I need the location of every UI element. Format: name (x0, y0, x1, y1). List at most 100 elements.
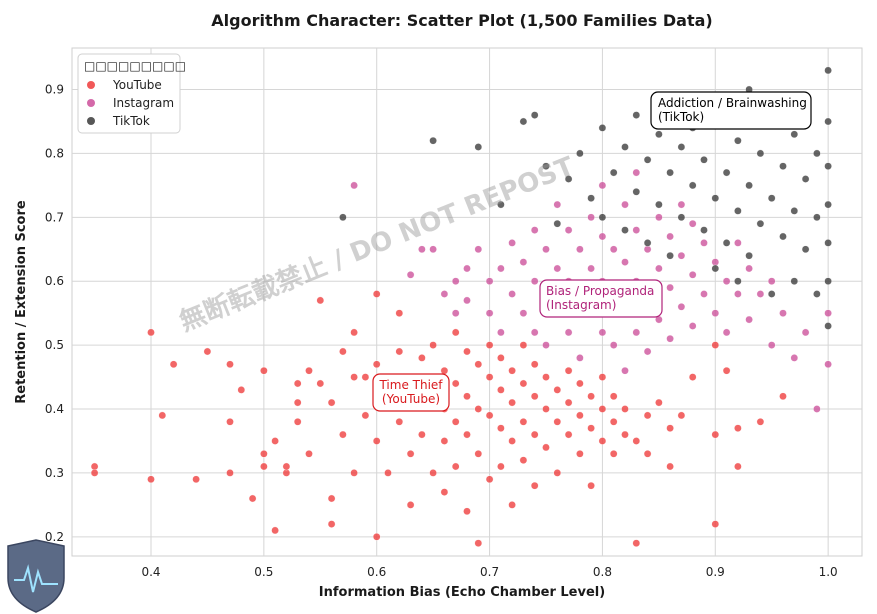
data-point-youtube (463, 430, 471, 439)
legend-marker-instagram (87, 99, 95, 107)
legend: □□□□□□□□□ YouTube Instagram TikTok (77, 53, 186, 134)
data-point-instagram (688, 270, 697, 279)
data-point-instagram (564, 328, 573, 337)
data-point-youtube (722, 366, 731, 375)
legend-marker-tiktok (87, 117, 95, 125)
data-point-tiktok (632, 111, 641, 119)
data-point-youtube (327, 520, 336, 528)
data-point-instagram (429, 245, 437, 254)
data-point-instagram (530, 226, 539, 234)
data-point-youtube (260, 449, 268, 458)
data-point-youtube (609, 449, 618, 458)
data-point-youtube (655, 398, 663, 407)
annotation-tiktok-line1: Addiction / Brainwashing (658, 96, 807, 110)
y-tick-label: 0.9 (45, 83, 64, 97)
data-point-tiktok (824, 277, 832, 286)
data-point-youtube (677, 411, 686, 420)
data-point-tiktok (643, 239, 652, 247)
data-point-tiktok (813, 213, 821, 222)
y-tick-label: 0.4 (45, 402, 64, 416)
data-point-youtube (282, 462, 291, 471)
x-tick-label: 1.0 (819, 565, 838, 579)
data-point-youtube (440, 437, 449, 445)
data-point-instagram (700, 290, 708, 298)
data-point-tiktok (655, 130, 663, 139)
data-point-youtube (350, 328, 358, 337)
data-point-youtube (519, 456, 528, 465)
data-point-instagram (497, 264, 505, 273)
data-point-youtube (316, 379, 325, 388)
data-point-instagram (542, 341, 550, 349)
data-point-youtube (361, 411, 370, 420)
data-point-instagram (530, 277, 539, 286)
data-point-instagram (587, 213, 595, 222)
data-point-tiktok (666, 168, 674, 177)
data-point-youtube (293, 379, 302, 388)
annotation-youtube-line2: (YouTube) (382, 392, 440, 406)
data-point-instagram (463, 296, 471, 305)
data-point-youtube (293, 417, 302, 426)
data-point-youtube (451, 417, 460, 426)
data-point-instagram (767, 341, 776, 349)
data-point-youtube (429, 341, 437, 349)
data-point-youtube (576, 449, 584, 458)
data-point-tiktok (734, 207, 742, 215)
data-point-instagram (553, 200, 562, 209)
data-point-youtube (553, 417, 562, 426)
data-point-instagram (463, 264, 471, 273)
data-point-youtube (248, 494, 257, 503)
data-point-instagram (519, 309, 528, 318)
data-point-tiktok (429, 136, 437, 145)
x-tick-label: 0.5 (254, 565, 273, 579)
data-point-youtube (711, 341, 720, 349)
x-tick-label: 0.4 (141, 565, 160, 579)
data-point-instagram (700, 239, 708, 247)
data-point-youtube (711, 430, 720, 439)
data-point-youtube (530, 481, 539, 490)
data-point-youtube (485, 411, 494, 420)
data-point-youtube (576, 379, 584, 388)
data-point-youtube (632, 437, 641, 445)
data-point-tiktok (587, 194, 595, 202)
annotation-instagram: Bias / Propaganda (Instagram) (539, 279, 663, 318)
data-point-youtube (756, 417, 765, 426)
data-point-instagram (801, 328, 810, 337)
data-point-youtube (305, 366, 313, 375)
data-point-instagram (779, 309, 787, 318)
data-point-instagram (530, 328, 539, 337)
data-point-youtube (508, 398, 516, 407)
data-point-tiktok (700, 155, 708, 164)
data-point-youtube (542, 443, 550, 452)
data-point-youtube (632, 539, 641, 548)
data-point-tiktok (801, 245, 810, 254)
annotation-youtube: Time Thief (YouTube) (372, 373, 450, 412)
data-point-instagram (576, 354, 584, 362)
data-point-youtube (451, 462, 460, 471)
data-point-youtube (564, 430, 573, 439)
data-point-youtube (519, 417, 528, 426)
data-point-instagram (508, 239, 516, 247)
data-point-youtube (293, 398, 302, 407)
data-point-tiktok (643, 155, 652, 164)
data-point-tiktok (779, 232, 787, 241)
data-point-youtube (508, 501, 516, 509)
data-point-tiktok (824, 66, 832, 75)
data-point-tiktok (790, 130, 799, 139)
data-point-tiktok (745, 251, 753, 260)
annotation-youtube-line1: Time Thief (378, 378, 443, 392)
data-point-tiktok (722, 168, 731, 177)
data-point-instagram (813, 405, 821, 413)
data-point-tiktok (576, 149, 584, 158)
y-tick-label: 0.6 (45, 274, 64, 288)
data-point-tiktok (745, 181, 753, 190)
data-point-instagram (485, 309, 494, 318)
y-tick-label: 0.5 (45, 338, 64, 352)
data-point-instagram (722, 328, 731, 337)
data-point-youtube (508, 437, 516, 445)
data-point-tiktok (756, 149, 765, 158)
data-point-tiktok (609, 168, 618, 177)
data-point-tiktok (734, 277, 742, 286)
data-point-youtube (226, 417, 234, 426)
data-point-tiktok (824, 162, 832, 170)
data-point-youtube (609, 392, 618, 401)
